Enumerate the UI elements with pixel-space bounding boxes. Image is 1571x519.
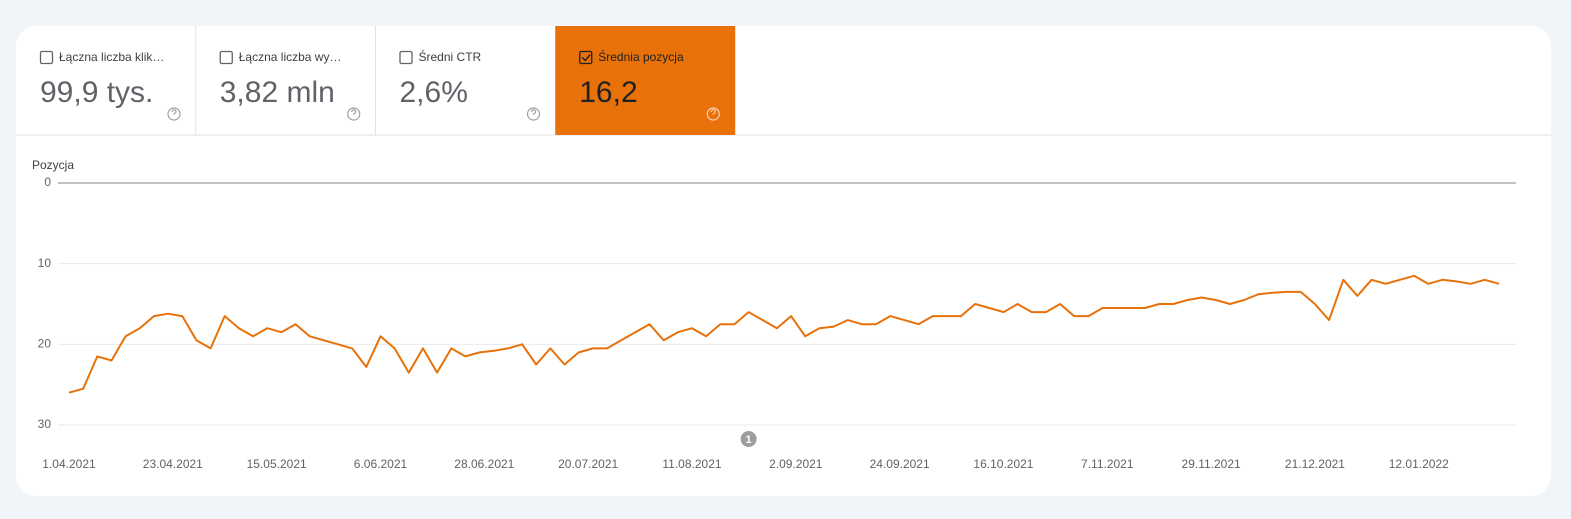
metric-value: 3,82 mln	[220, 76, 335, 109]
help-icon-mark	[530, 109, 537, 115]
y-tick-label: 30	[38, 417, 52, 431]
metric-card[interactable]	[555, 26, 736, 135]
y-tick-label: 10	[38, 256, 52, 270]
annotation-marker[interactable]	[740, 431, 757, 447]
checkbox[interactable]	[219, 50, 233, 65]
help-icon[interactable]	[167, 107, 181, 121]
help-icon-mark	[710, 109, 716, 115]
x-tick-label: 28.06.2021	[454, 457, 514, 471]
x-tick-label: 29.11.2021	[1182, 457, 1241, 471]
x-tick-label: 21.12.2021	[1285, 457, 1345, 471]
x-tick-label: 1.04.2021	[42, 457, 96, 471]
x-tick-label: 20.07.2021	[558, 457, 618, 471]
metric-label: Średnia pozycja	[598, 49, 684, 64]
metric-label: Łączna liczba klik…	[59, 50, 164, 64]
x-tick-label: 6.06.2021	[354, 457, 408, 471]
metric-label: Średni CTR	[419, 49, 482, 64]
x-tick-label: 23.04.2021	[143, 457, 203, 471]
y-axis-title: Pozycja	[32, 158, 74, 172]
help-icon[interactable]	[347, 107, 361, 121]
x-tick-label: 2.09.2021	[769, 457, 823, 471]
y-tick-label: 20	[38, 337, 52, 351]
x-tick-label: 7.11.2021	[1081, 457, 1134, 471]
x-tick-label: 24.09.2021	[870, 457, 930, 471]
line-series	[68, 274, 1500, 394]
help-icon-mark	[351, 109, 357, 115]
metric-value: 2,6%	[400, 76, 468, 109]
annotation-label: 1	[746, 434, 752, 446]
checkbox[interactable]	[579, 50, 593, 65]
metric-value: 99,9 tys.	[40, 76, 153, 109]
checkbox[interactable]	[399, 50, 413, 65]
help-icon-mark	[171, 109, 177, 115]
metric-value: 16,2	[579, 76, 637, 109]
checkbox[interactable]	[39, 50, 54, 65]
x-tick-label: 12.01.2022	[1389, 457, 1449, 471]
help-icon[interactable]	[706, 107, 720, 121]
checkmark	[581, 54, 591, 62]
metric-label: Łączna liczba wy…	[239, 50, 342, 64]
y-tick-label: 0	[44, 175, 51, 189]
x-tick-label: 16.10.2021	[973, 457, 1033, 471]
x-tick-label: 11.08.2021	[662, 457, 721, 471]
help-icon[interactable]	[526, 107, 541, 121]
panel	[16, 26, 1551, 496]
x-tick-label: 15.05.2021	[247, 457, 307, 471]
